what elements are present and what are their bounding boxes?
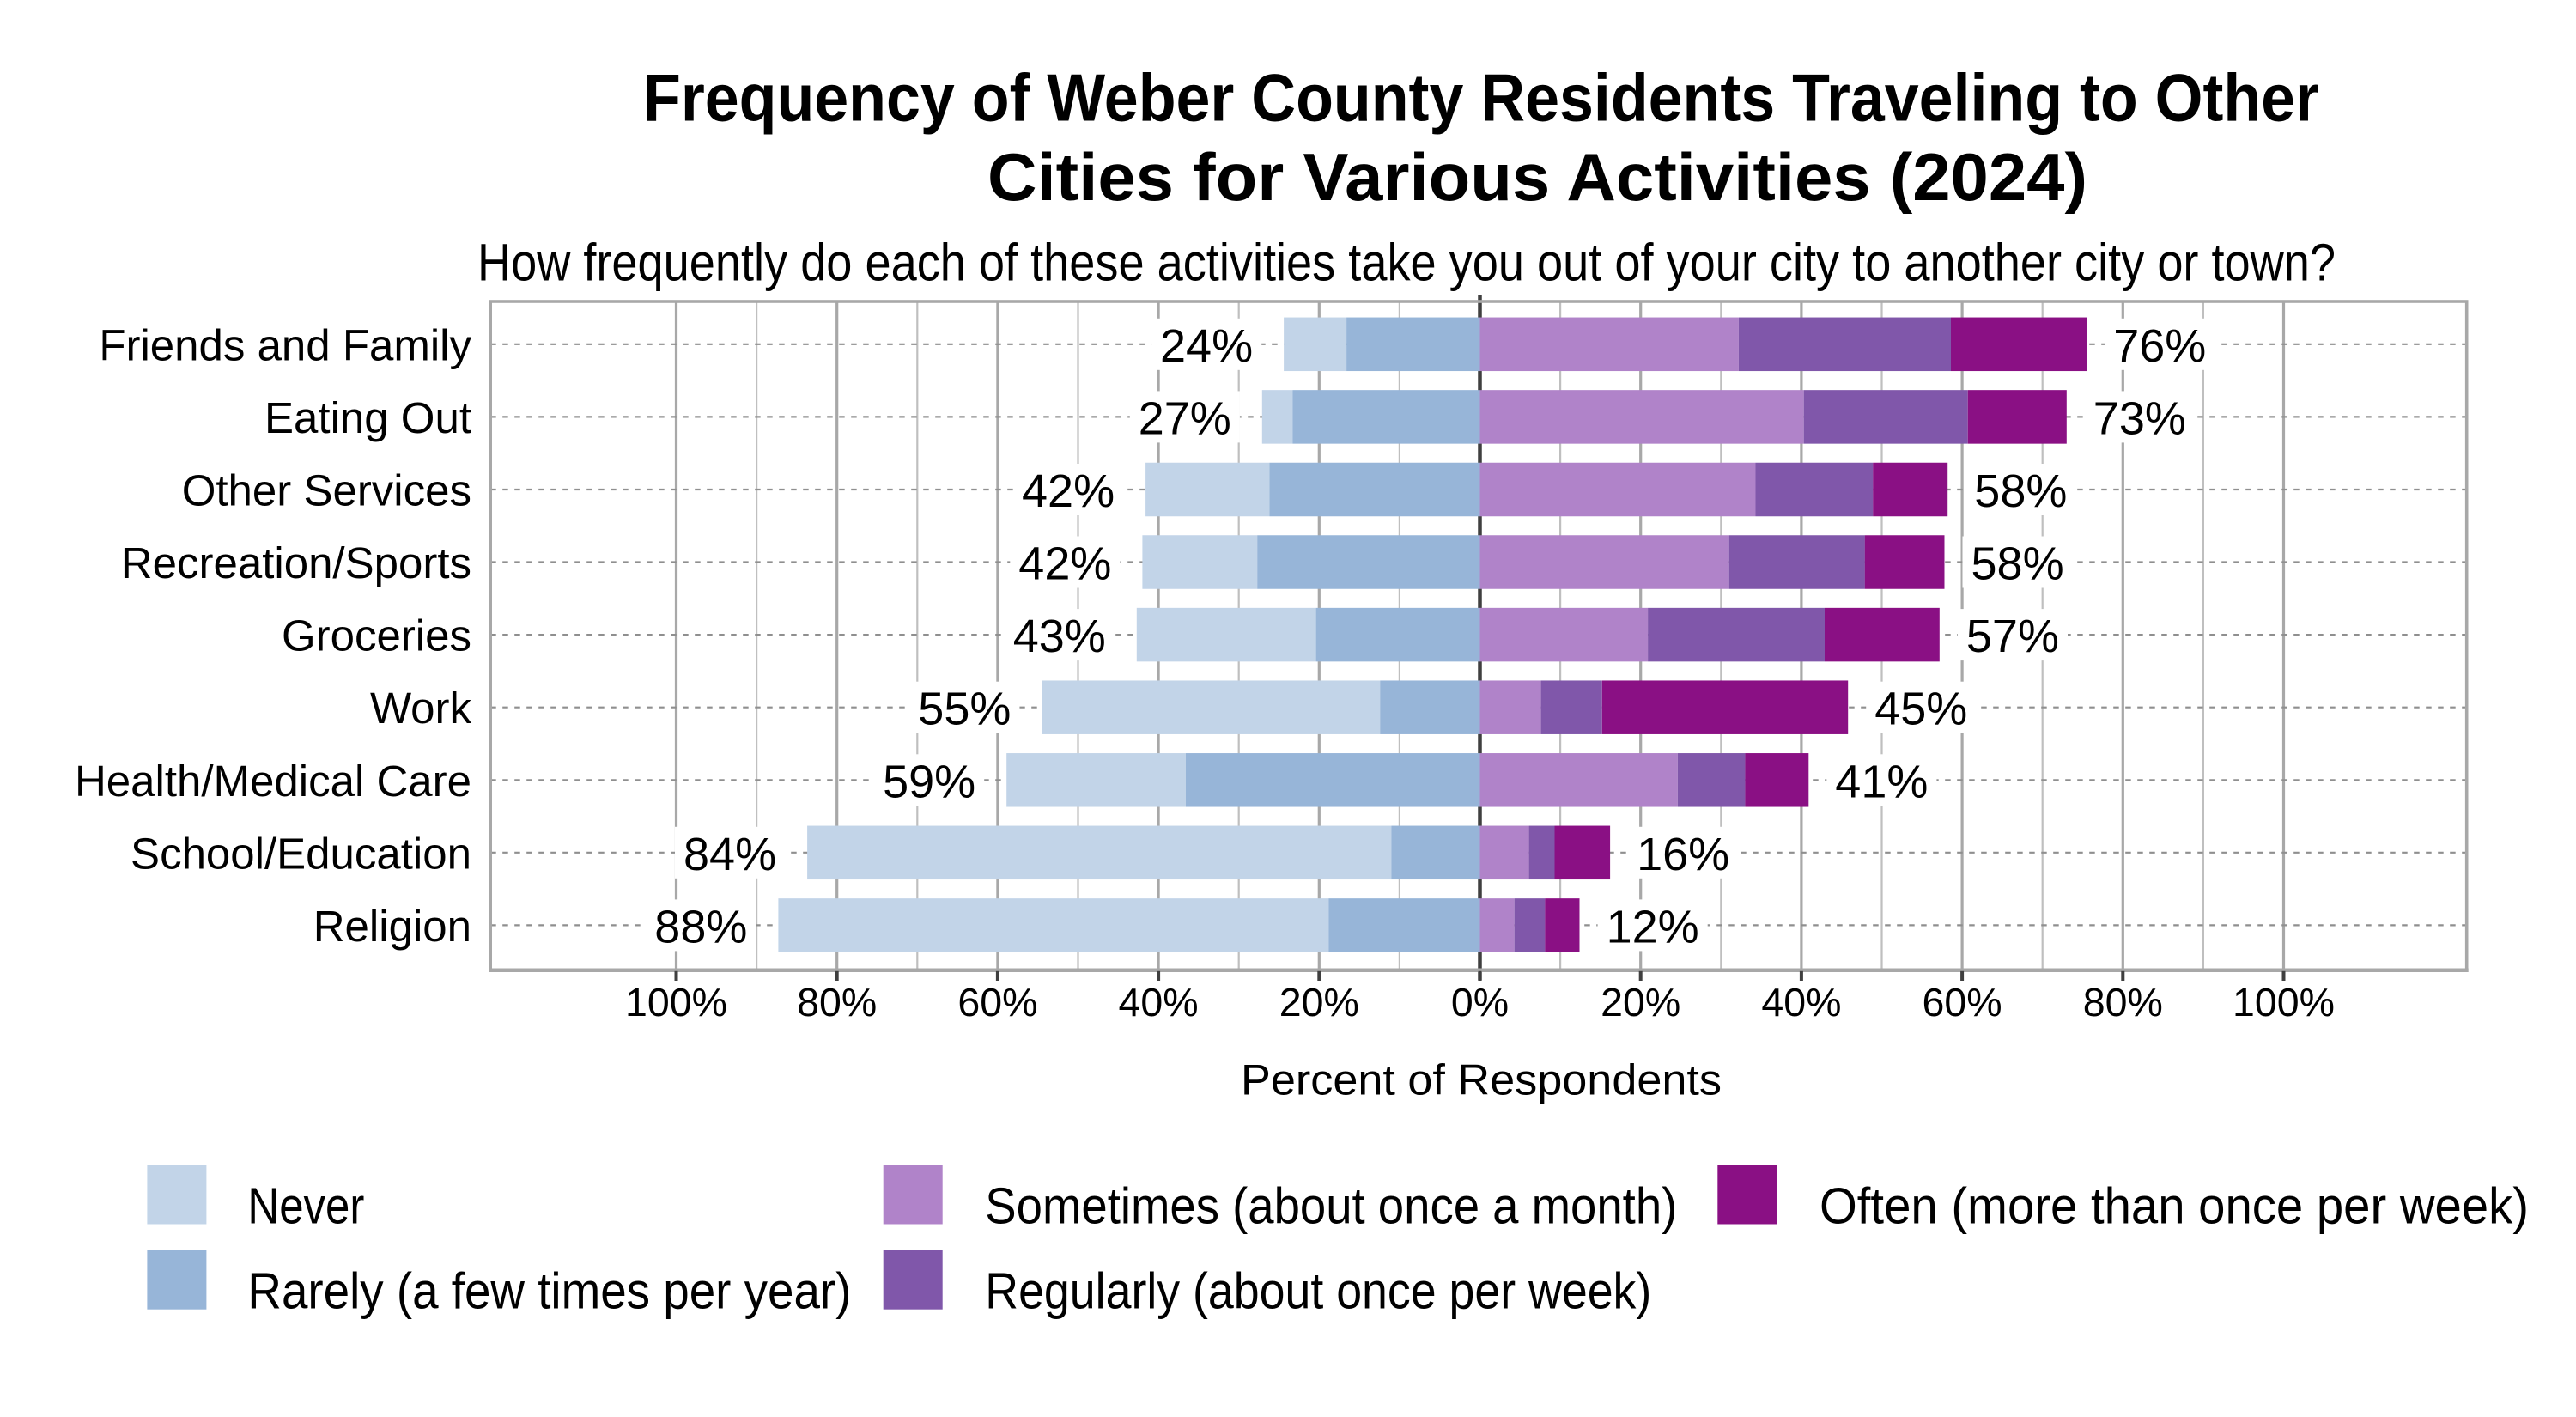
svg-text:Sometimes (about once a month): Sometimes (about once a month) — [985, 1177, 1677, 1234]
svg-text:Recreation/Sports: Recreation/Sports — [121, 538, 471, 587]
svg-text:20%: 20% — [1279, 980, 1359, 1025]
svg-text:59%: 59% — [883, 756, 975, 807]
svg-text:42%: 42% — [1018, 538, 1111, 590]
svg-text:Other Services: Other Services — [182, 466, 471, 515]
svg-text:84%: 84% — [683, 829, 776, 880]
svg-text:Eating Out: Eating Out — [264, 393, 471, 442]
svg-text:Friends and Family: Friends and Family — [99, 320, 471, 369]
svg-text:How frequently do each of thes: How frequently do each of these activiti… — [477, 234, 2336, 292]
svg-text:80%: 80% — [797, 980, 877, 1025]
svg-text:40%: 40% — [1761, 980, 1841, 1025]
svg-text:Health/Medical Care: Health/Medical Care — [75, 757, 471, 806]
svg-text:Percent of Respondents: Percent of Respondents — [1241, 1056, 1722, 1104]
svg-text:80%: 80% — [2083, 980, 2163, 1025]
svg-text:16%: 16% — [1637, 829, 1729, 880]
svg-text:0%: 0% — [1451, 980, 1509, 1025]
svg-text:58%: 58% — [1971, 538, 2064, 590]
svg-text:45%: 45% — [1874, 684, 1967, 735]
svg-text:Never: Never — [247, 1177, 364, 1234]
svg-text:Rarely (a few times per year): Rarely (a few times per year) — [247, 1263, 851, 1320]
svg-text:Often (more than once per week: Often (more than once per week) — [1820, 1177, 2529, 1234]
svg-text:Groceries: Groceries — [282, 611, 471, 660]
svg-text:27%: 27% — [1139, 392, 1231, 444]
svg-text:43%: 43% — [1013, 611, 1106, 662]
svg-text:57%: 57% — [1966, 611, 2059, 662]
svg-text:40%: 40% — [1119, 980, 1199, 1025]
svg-text:School/Education: School/Education — [131, 829, 471, 878]
svg-text:76%: 76% — [2113, 320, 2206, 372]
svg-text:Cities for Various Activities: Cities for Various Activities (2024) — [987, 139, 2087, 215]
svg-text:42%: 42% — [1022, 465, 1115, 517]
svg-text:Frequency of Weber County Resi: Frequency of Weber County Residents Trav… — [643, 59, 2319, 135]
svg-text:Work: Work — [370, 684, 472, 733]
svg-text:55%: 55% — [918, 684, 1011, 735]
svg-text:73%: 73% — [2093, 392, 2186, 444]
svg-text:88%: 88% — [654, 901, 747, 952]
svg-text:24%: 24% — [1160, 320, 1253, 372]
svg-text:58%: 58% — [1974, 465, 2067, 517]
svg-text:12%: 12% — [1607, 901, 1699, 952]
svg-text:60%: 60% — [1923, 980, 2002, 1025]
svg-text:Religion: Religion — [313, 902, 471, 951]
svg-text:20%: 20% — [1601, 980, 1680, 1025]
svg-text:41%: 41% — [1835, 756, 1928, 807]
svg-text:100%: 100% — [2233, 980, 2335, 1025]
svg-text:100%: 100% — [625, 980, 727, 1025]
svg-text:Regularly (about once per week: Regularly (about once per week) — [985, 1263, 1651, 1320]
svg-text:60%: 60% — [957, 980, 1037, 1025]
